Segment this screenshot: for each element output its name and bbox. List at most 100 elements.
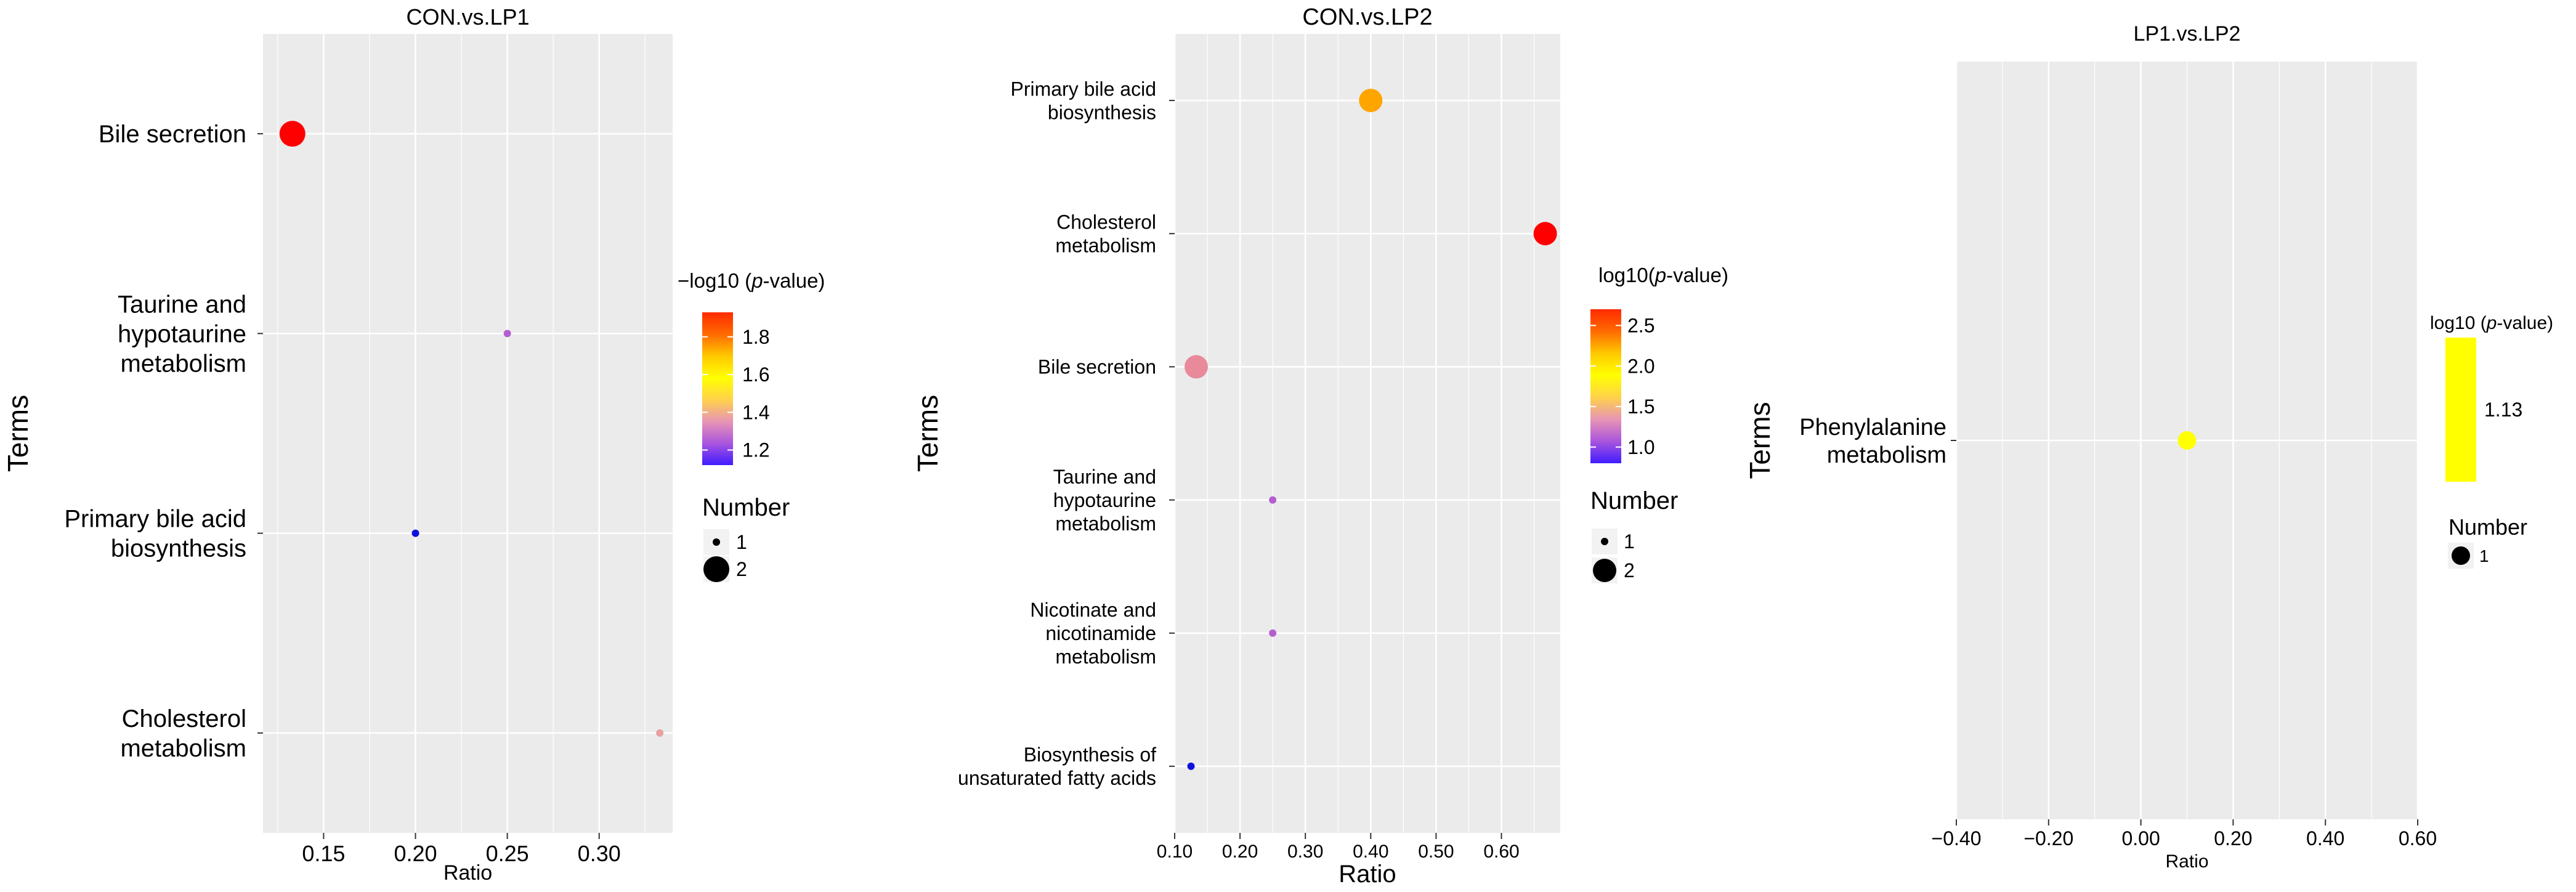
term-label-line: metabolism	[1055, 234, 1156, 256]
term-label-line: Primary bile acid	[64, 506, 246, 533]
data-point	[1269, 496, 1277, 504]
colorbar-title: log10 (p-value)	[2430, 313, 2553, 333]
x-tick-label: −0.40	[1932, 827, 1982, 849]
size-legend-label: 2	[1624, 559, 1635, 582]
term-label-line: hypotaurine	[1053, 489, 1156, 511]
colorbar	[702, 312, 733, 465]
x-tick-label: 0.10	[1157, 841, 1193, 862]
chart-title: CON.vs.LP2	[1302, 4, 1432, 30]
term-label: Cholesterol metabolism	[120, 705, 246, 762]
term-label: Nicotinate and nicotinamide metabolism	[1030, 599, 1156, 668]
chart-panel-3: −0.40 −0.20 0.00 0.20 0.40 0.60 Phenylalanine m…	[1744, 22, 2553, 872]
size-legend-label: 1	[1624, 530, 1635, 553]
term-label-line: Taurine and	[118, 291, 246, 318]
size-legend-symbol	[1593, 559, 1616, 582]
term-label: Primary bile acid biosynthesis	[64, 506, 246, 562]
size-legend-symbol	[713, 538, 720, 546]
term-label-line: nicotinamide	[1045, 622, 1156, 644]
term-label-line: hypotaurine	[118, 320, 246, 347]
size-legend-symbol	[1601, 538, 1608, 545]
term-label-line: Bile secretion	[99, 121, 246, 148]
x-tick-label: −0.20	[2023, 827, 2073, 849]
size-legend-symbol	[2452, 546, 2470, 565]
term-label-line: metabolism	[120, 350, 246, 377]
data-point	[656, 729, 664, 737]
term-label: Taurine and hypotaurine metabolism	[118, 291, 246, 377]
chart-title: LP1.vs.LP2	[2134, 22, 2241, 46]
term-label: Primary bile acid biosynthesis	[1010, 78, 1156, 123]
term-label: Cholesterol metabolism	[1055, 211, 1156, 256]
term-label: Biosynthesis of unsaturated fatty acids	[958, 744, 1156, 789]
x-tick-label: 0.60	[2399, 827, 2437, 849]
data-point	[503, 330, 511, 338]
data-point	[411, 529, 419, 537]
data-point	[2177, 431, 2197, 450]
y-axis-label: Terms	[2, 395, 34, 472]
x-tick-label: 0.40	[1353, 841, 1388, 862]
data-point	[1185, 355, 1209, 379]
colorbar-tick-label: 1.2	[742, 439, 769, 461]
y-axis-label: Terms	[1744, 402, 1776, 479]
data-point	[1269, 629, 1277, 637]
term-label-line: Bile secretion	[1038, 356, 1156, 378]
x-tick-label: 0.20	[2214, 827, 2252, 849]
term-label-line: Nicotinate and	[1030, 599, 1156, 621]
chart-panel-2: 0.10 0.20 0.30 0.40 0.50 0.60 Primary bile aci…	[912, 4, 1728, 888]
term-label-line: biosynthesis	[1048, 101, 1156, 123]
x-tick-label: 0.50	[1418, 841, 1454, 862]
term-label-line: metabolism	[120, 735, 246, 762]
data-point	[1533, 222, 1557, 246]
x-axis-label: Ratio	[2165, 851, 2208, 872]
colorbar-title: log10(p-value)	[1598, 264, 1728, 286]
colorbar-tick-label: 2.5	[1627, 315, 1655, 337]
x-tick-label: 0.00	[2121, 827, 2160, 849]
term-label-line: Biosynthesis of	[1024, 744, 1156, 766]
size-legend-title: Number	[2448, 514, 2527, 540]
colorbar	[1590, 309, 1621, 463]
term-label-line: Cholesterol	[122, 705, 246, 732]
x-tick-label: 0.30	[1287, 841, 1323, 862]
data-point	[279, 121, 306, 147]
term-label-line: metabolism	[1827, 442, 1946, 468]
term-label-line: metabolism	[1055, 646, 1156, 668]
term-label: Bile secretion	[99, 121, 246, 148]
size-legend-symbol	[703, 556, 729, 582]
x-tick-label: 0.60	[1483, 841, 1519, 862]
term-label-line: Phenylalanine	[1799, 415, 1946, 440]
term-label-line: unsaturated fatty acids	[958, 767, 1156, 789]
size-legend-label: 1	[2479, 546, 2489, 566]
term-label-line: Primary bile acid	[1010, 78, 1156, 100]
plot-background	[263, 34, 673, 833]
data-point	[1359, 89, 1383, 113]
plot-background	[1175, 34, 1560, 833]
colorbar-tick-label: 1.6	[742, 363, 769, 386]
data-point	[1187, 762, 1195, 770]
colorbar-tick-label: 1.8	[742, 326, 769, 348]
x-tick-label: 0.40	[2306, 827, 2344, 849]
x-axis-label: Ratio	[1339, 861, 1396, 888]
colorbar	[2445, 338, 2476, 482]
x-tick-label: 0.15	[302, 841, 345, 866]
x-axis-label: Ratio	[444, 861, 492, 885]
size-legend-label: 2	[736, 558, 747, 580]
term-label: Bile secretion	[1038, 356, 1156, 378]
x-tick-label: 0.20	[394, 841, 437, 866]
colorbar-title: −log10 (p-value)	[678, 269, 825, 292]
x-tick-label: 0.30	[578, 841, 621, 866]
term-label-line: metabolism	[1055, 513, 1156, 535]
size-legend-title: Number	[702, 494, 790, 521]
term-label: Phenylalanine metabolism	[1799, 415, 1946, 468]
x-tick-label: 0.20	[1222, 841, 1258, 862]
colorbar-tick-label: 2.0	[1627, 355, 1655, 377]
y-axis-label: Terms	[912, 395, 944, 472]
colorbar-tick-label: 1.13	[2484, 399, 2522, 421]
x-tick-label: 0.25	[486, 841, 529, 866]
size-legend-label: 1	[736, 531, 747, 553]
colorbar-tick-label: 1.0	[1627, 436, 1655, 458]
chart-title: CON.vs.LP1	[406, 4, 529, 30]
size-legend-title: Number	[1590, 487, 1678, 514]
chart-panel-1: 0.15 0.20 0.25 0.30 Bile secretion Taurine an…	[2, 4, 825, 885]
colorbar-tick-label: 1.5	[1627, 395, 1655, 418]
term-label-line: biosynthesis	[111, 535, 246, 562]
